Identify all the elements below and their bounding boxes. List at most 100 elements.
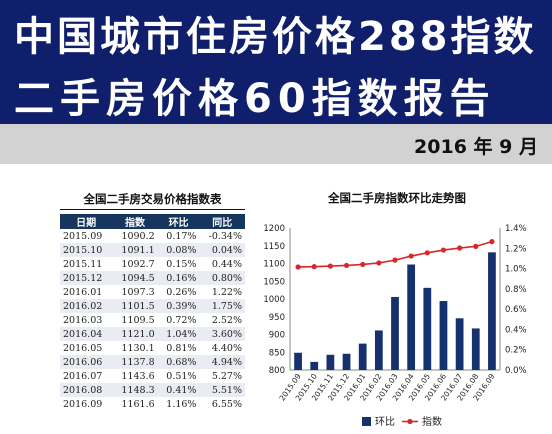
- cell-yoy: 1.75%: [199, 299, 245, 313]
- index-table: 日期 指数 环比 同比 2015.09 1090.2 0.17% -0.34% 2015…: [60, 214, 245, 411]
- cell-mom: 0.68%: [157, 355, 200, 369]
- cell-date: 2016.02: [60, 299, 113, 313]
- y-left-tick-label: 1050: [263, 277, 285, 287]
- cell-mom: 0.17%: [166, 230, 197, 242]
- date-bar: 2016 年 9 月: [0, 124, 552, 164]
- col-header-date: 日期: [60, 214, 113, 229]
- bar-mom: [294, 352, 302, 370]
- cell-yoy: 2.52%: [211, 314, 242, 326]
- table-row: 2015.12 1094.5 0.16% 0.80%: [60, 271, 245, 285]
- cell-yoy: 5.27%: [211, 370, 242, 382]
- index-point: [408, 253, 414, 259]
- cell-index: 1137.8: [112, 355, 158, 369]
- cell-yoy: 1.22%: [211, 286, 242, 298]
- cell-yoy: 0.04%: [199, 243, 245, 257]
- bar-mom: [455, 318, 464, 370]
- cell-date: 2015.12: [60, 271, 113, 285]
- table-row: 2016.05 1130.1 0.81% 4.40%: [60, 341, 245, 355]
- col-header-mom: 环比: [157, 214, 200, 229]
- header-banner: 中国城市住房价格288指数 二手房价格60指数报告: [0, 0, 552, 124]
- report-title-line2: 二手房价格60指数报告: [14, 76, 496, 122]
- table-row: 2016.09 1161.6 1.16% 6.55%: [60, 397, 245, 411]
- cell-yoy: 6.55%: [211, 398, 242, 410]
- cell-date: 2016.03: [63, 314, 103, 326]
- legend-marker-index: [407, 418, 413, 425]
- index-point: [424, 250, 430, 256]
- table-row: 2015.09 1090.2 0.17% -0.34%: [60, 229, 245, 243]
- index-line: [298, 240, 493, 268]
- index-point: [392, 257, 398, 263]
- bar-mom: [439, 301, 448, 370]
- cell-yoy: 4.40%: [211, 342, 242, 354]
- cell-index: 1130.1: [121, 342, 155, 354]
- bar-mom: [391, 296, 399, 370]
- table-header-row: 日期 指数 环比 同比: [60, 214, 245, 229]
- table-title: 全国二手房交易价格指数表: [60, 191, 245, 210]
- table-row: 2016.07 1143.6 0.51% 5.27%: [60, 369, 245, 383]
- y-left-tick-label: 800: [269, 366, 285, 376]
- cell-yoy: 0.44%: [211, 258, 242, 270]
- index-point: [457, 245, 463, 251]
- cell-mom: 1.04%: [157, 327, 200, 341]
- cell-date: 2016.04: [60, 327, 113, 341]
- cell-date: 2015.11: [63, 258, 103, 270]
- y-right-tick-label: 0.0%: [505, 366, 527, 376]
- bar-mom: [374, 330, 383, 370]
- bar-mom: [326, 354, 335, 370]
- cell-date: 2016.09: [63, 398, 103, 410]
- table-row: 2015.10 1091.1 0.08% 0.04%: [60, 243, 245, 257]
- cell-index: 1161.6: [121, 398, 155, 410]
- y-left-tick-label: 850: [269, 348, 285, 358]
- table-row: 2015.11 1092.7 0.15% 0.44%: [60, 257, 245, 271]
- cell-mom: 0.08%: [157, 243, 200, 257]
- cell-mom: 0.26%: [166, 286, 197, 298]
- cell-date: 2016.05: [63, 342, 103, 354]
- table-row: 2016.01 1097.3 0.26% 1.22%: [60, 285, 245, 299]
- cell-date: 2016.07: [63, 370, 103, 382]
- index-point: [360, 261, 366, 268]
- cell-date: 2016.01: [63, 286, 103, 298]
- index-point: [311, 264, 317, 270]
- cell-index: 1092.7: [121, 258, 155, 270]
- cell-date: 2015.09: [63, 230, 103, 242]
- cell-index: 1101.5: [112, 299, 158, 313]
- cell-yoy: 3.60%: [199, 327, 245, 341]
- cell-index: 1090.2: [121, 230, 155, 242]
- table-body: 2015.09 1090.2 0.17% -0.34% 2015.10 1091.1 0.0…: [60, 229, 245, 411]
- table-row: 2016.08 1148.3 0.41% 5.51%: [60, 383, 245, 397]
- bar-mom: [342, 353, 351, 370]
- col-header-yoy: 同比: [199, 214, 245, 229]
- cell-index: 1109.5: [121, 314, 155, 326]
- cell-index: 1097.3: [121, 286, 155, 298]
- cell-yoy: -0.34%: [208, 230, 242, 242]
- cell-index: 1094.5: [112, 271, 158, 285]
- bar-mom: [358, 343, 367, 370]
- report-date: 2016 年 9 月: [414, 136, 538, 158]
- y-left-tick-label: 1150: [263, 242, 285, 252]
- table-row: 2016.03 1109.5 0.72% 2.52%: [60, 313, 245, 327]
- y-right-tick-label: 1.4%: [505, 224, 527, 234]
- y-left-tick-label: 1000: [263, 295, 285, 305]
- chart-title: 全国二手房指数环比走势图: [328, 191, 466, 205]
- col-header-index: 指数: [112, 214, 158, 229]
- cell-mom: 0.39%: [157, 299, 200, 313]
- index-point: [376, 260, 382, 266]
- index-point: [343, 262, 350, 269]
- index-point: [327, 263, 333, 269]
- y-right-tick-label: 0.2%: [505, 346, 527, 356]
- cell-yoy: 0.80%: [199, 271, 245, 285]
- cell-mom: 0.15%: [166, 258, 197, 270]
- cell-yoy: 5.51%: [199, 383, 245, 397]
- legend-label-index: 指数: [422, 415, 442, 428]
- y-left-tick-label: 950: [269, 313, 285, 323]
- y-right-tick-label: 0.4%: [505, 325, 527, 335]
- index-point: [295, 264, 301, 270]
- cell-index: 1091.1: [112, 243, 158, 257]
- y-left-tick-label: 1200: [263, 224, 285, 234]
- bar-mom: [488, 252, 496, 370]
- cell-index: 1143.6: [121, 370, 155, 382]
- y-left-tick-label: 900: [269, 331, 285, 341]
- cell-mom: 0.51%: [166, 370, 197, 382]
- bar-mom: [423, 287, 432, 370]
- index-point: [473, 243, 479, 249]
